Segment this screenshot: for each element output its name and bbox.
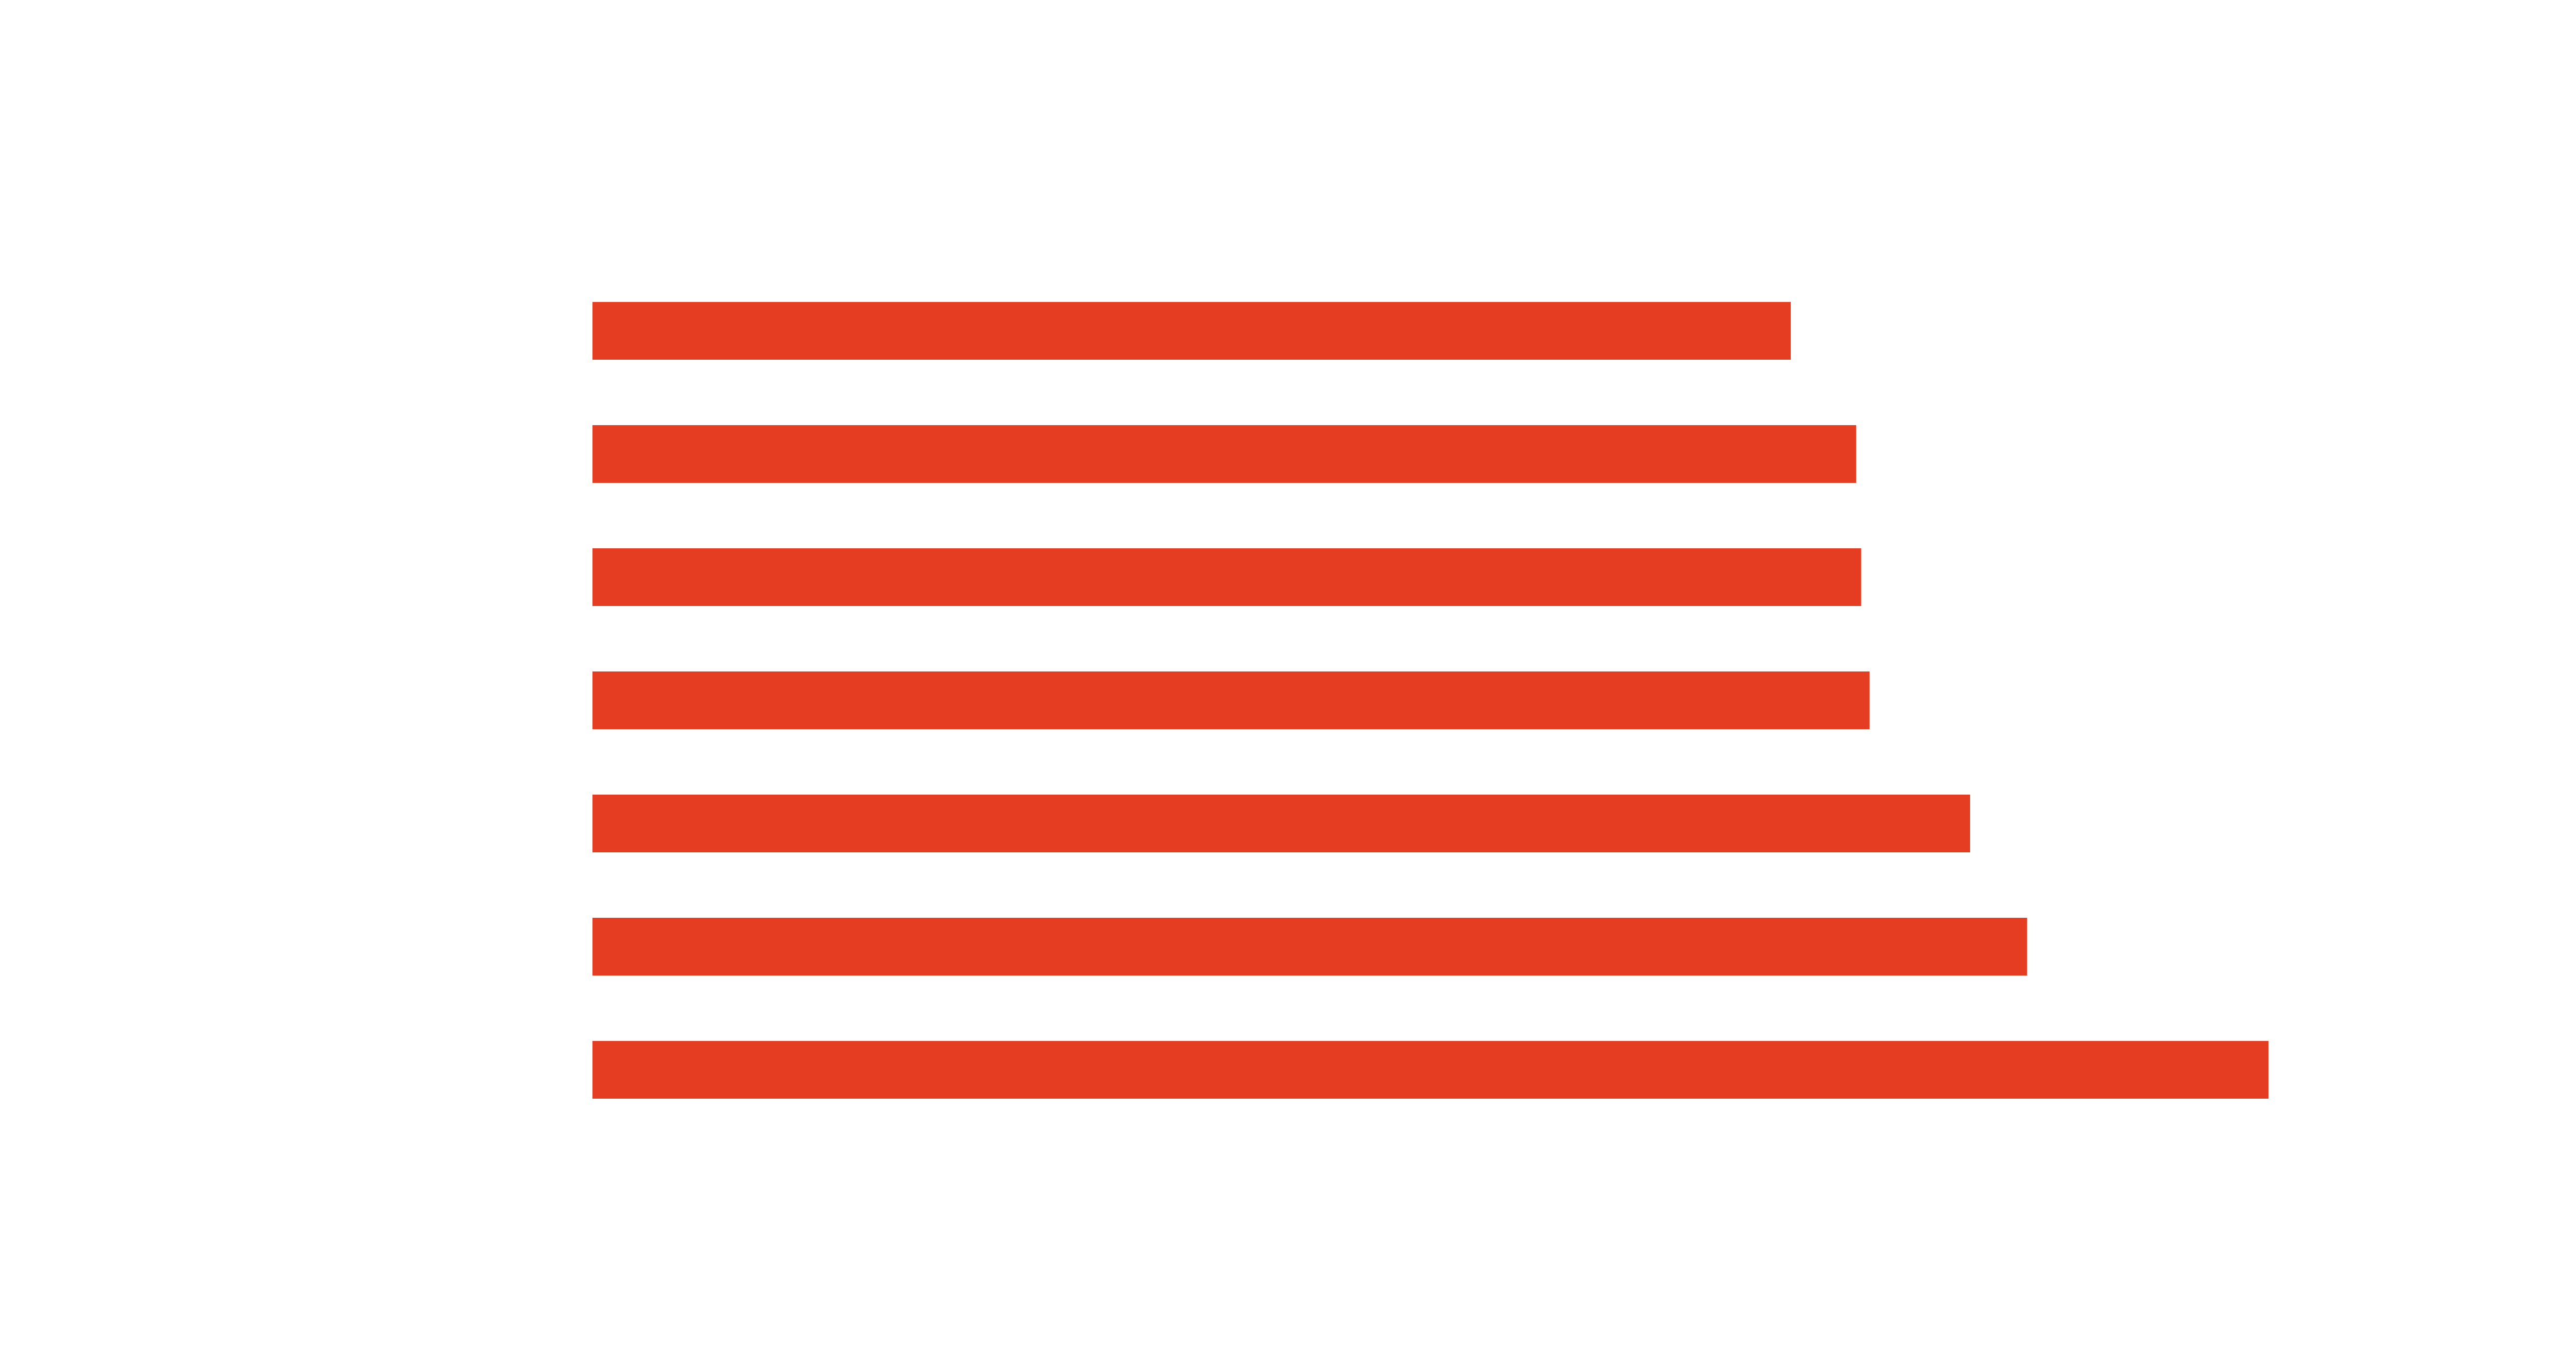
bar-6 (592, 918, 2027, 976)
bar-5 (592, 795, 1970, 852)
bar-1 (592, 302, 1791, 360)
bar-2 (592, 425, 1856, 483)
bar-3 (592, 548, 1861, 606)
bar-7 (592, 1041, 2268, 1099)
bar-4 (592, 671, 1870, 729)
bars-group (592, 302, 2268, 1099)
